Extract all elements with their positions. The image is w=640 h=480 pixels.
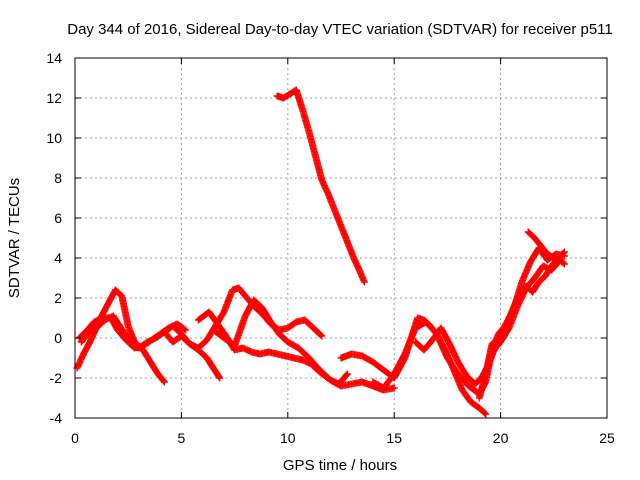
series-track-12 xyxy=(524,228,564,264)
trace-marker xyxy=(558,250,566,258)
trace-marker xyxy=(265,315,273,323)
trace-marker xyxy=(128,342,136,350)
trace-marker xyxy=(388,373,396,381)
y-tick-label: 12 xyxy=(46,90,62,106)
series-track-3 xyxy=(75,314,190,352)
trace-marker xyxy=(152,368,160,375)
trace-marker xyxy=(112,323,120,331)
trace-marker xyxy=(360,277,368,285)
x-axis-label: GPS time / hours xyxy=(283,457,397,474)
trace-marker xyxy=(159,376,167,384)
x-axis: 0 5 10 15 20 25 xyxy=(71,58,615,446)
trace-marker xyxy=(290,320,298,328)
y-tick-label: -2 xyxy=(50,370,63,386)
data-points xyxy=(73,86,568,418)
series-trace xyxy=(78,287,167,385)
trace-marker xyxy=(146,357,154,365)
trace-marker xyxy=(316,330,324,338)
trace-marker xyxy=(218,311,226,319)
chart-title: Day 344 of 2016, Sidereal Day-to-day VTE… xyxy=(67,21,613,38)
y-tick-label: -4 xyxy=(50,410,63,426)
trace-marker xyxy=(179,324,187,332)
series-trace xyxy=(211,297,350,387)
trace-marker xyxy=(389,384,397,392)
y-tick-label: 2 xyxy=(54,290,62,306)
trace-marker xyxy=(461,369,469,377)
x-tick-label: 10 xyxy=(280,430,296,446)
trace-marker xyxy=(555,256,563,264)
trace-marker xyxy=(145,338,153,346)
trace-marker xyxy=(303,352,311,360)
series-track-7 xyxy=(273,86,368,286)
trace-marker xyxy=(212,318,220,326)
trace-marker xyxy=(481,409,489,417)
trace-marker xyxy=(529,232,537,240)
y-tick-label: 14 xyxy=(46,50,62,66)
trace-marker xyxy=(542,248,550,256)
y-axis-label: SDTVAR / TECUs xyxy=(6,178,23,298)
x-tick-label: 5 xyxy=(178,430,186,446)
series-trace xyxy=(274,87,368,285)
trace-marker xyxy=(495,340,503,348)
y-axis: -4 -2 0 2 4 6 8 10 12 14 xyxy=(46,50,607,426)
x-tick-label: 15 xyxy=(386,430,402,446)
trace-marker xyxy=(546,265,554,272)
trace-marker xyxy=(463,380,471,388)
trace-marker xyxy=(184,338,192,346)
trace-marker xyxy=(399,353,407,361)
x-tick-label: 20 xyxy=(493,430,509,446)
trace-marker xyxy=(215,373,223,381)
trace-marker xyxy=(317,331,325,339)
trace-marker xyxy=(452,368,460,376)
trace-marker xyxy=(366,357,374,364)
trace-marker xyxy=(480,408,488,416)
y-tick-label: 10 xyxy=(46,130,62,146)
trace-marker xyxy=(214,372,222,379)
trace-marker xyxy=(80,330,88,338)
trace-marker xyxy=(342,371,350,379)
y-tick-label: 6 xyxy=(54,210,62,226)
trace-marker xyxy=(444,337,452,345)
series-trace xyxy=(525,229,563,264)
trace-marker xyxy=(84,341,92,349)
series-trace xyxy=(76,314,188,352)
trace-marker xyxy=(377,364,385,372)
x-tick-label: 25 xyxy=(599,430,615,446)
y-tick-label: 8 xyxy=(54,170,62,186)
trace-marker xyxy=(104,301,112,309)
series-track-6 xyxy=(209,296,351,388)
trace-marker xyxy=(283,92,291,100)
trace-marker xyxy=(208,362,216,369)
y-tick-label: 4 xyxy=(54,250,62,266)
trace-marker xyxy=(547,252,555,260)
trace-marker xyxy=(154,332,162,340)
plot-frame xyxy=(74,57,608,419)
x-tick-label: 0 xyxy=(71,430,79,446)
trace-marker xyxy=(341,372,349,380)
trace-marker xyxy=(324,374,332,382)
trace-marker xyxy=(159,377,167,385)
trace-marker xyxy=(218,332,226,340)
trace-marker xyxy=(180,325,188,333)
trace-marker xyxy=(292,343,300,350)
y-tick-label: 0 xyxy=(54,330,62,346)
trace-marker xyxy=(559,249,567,257)
